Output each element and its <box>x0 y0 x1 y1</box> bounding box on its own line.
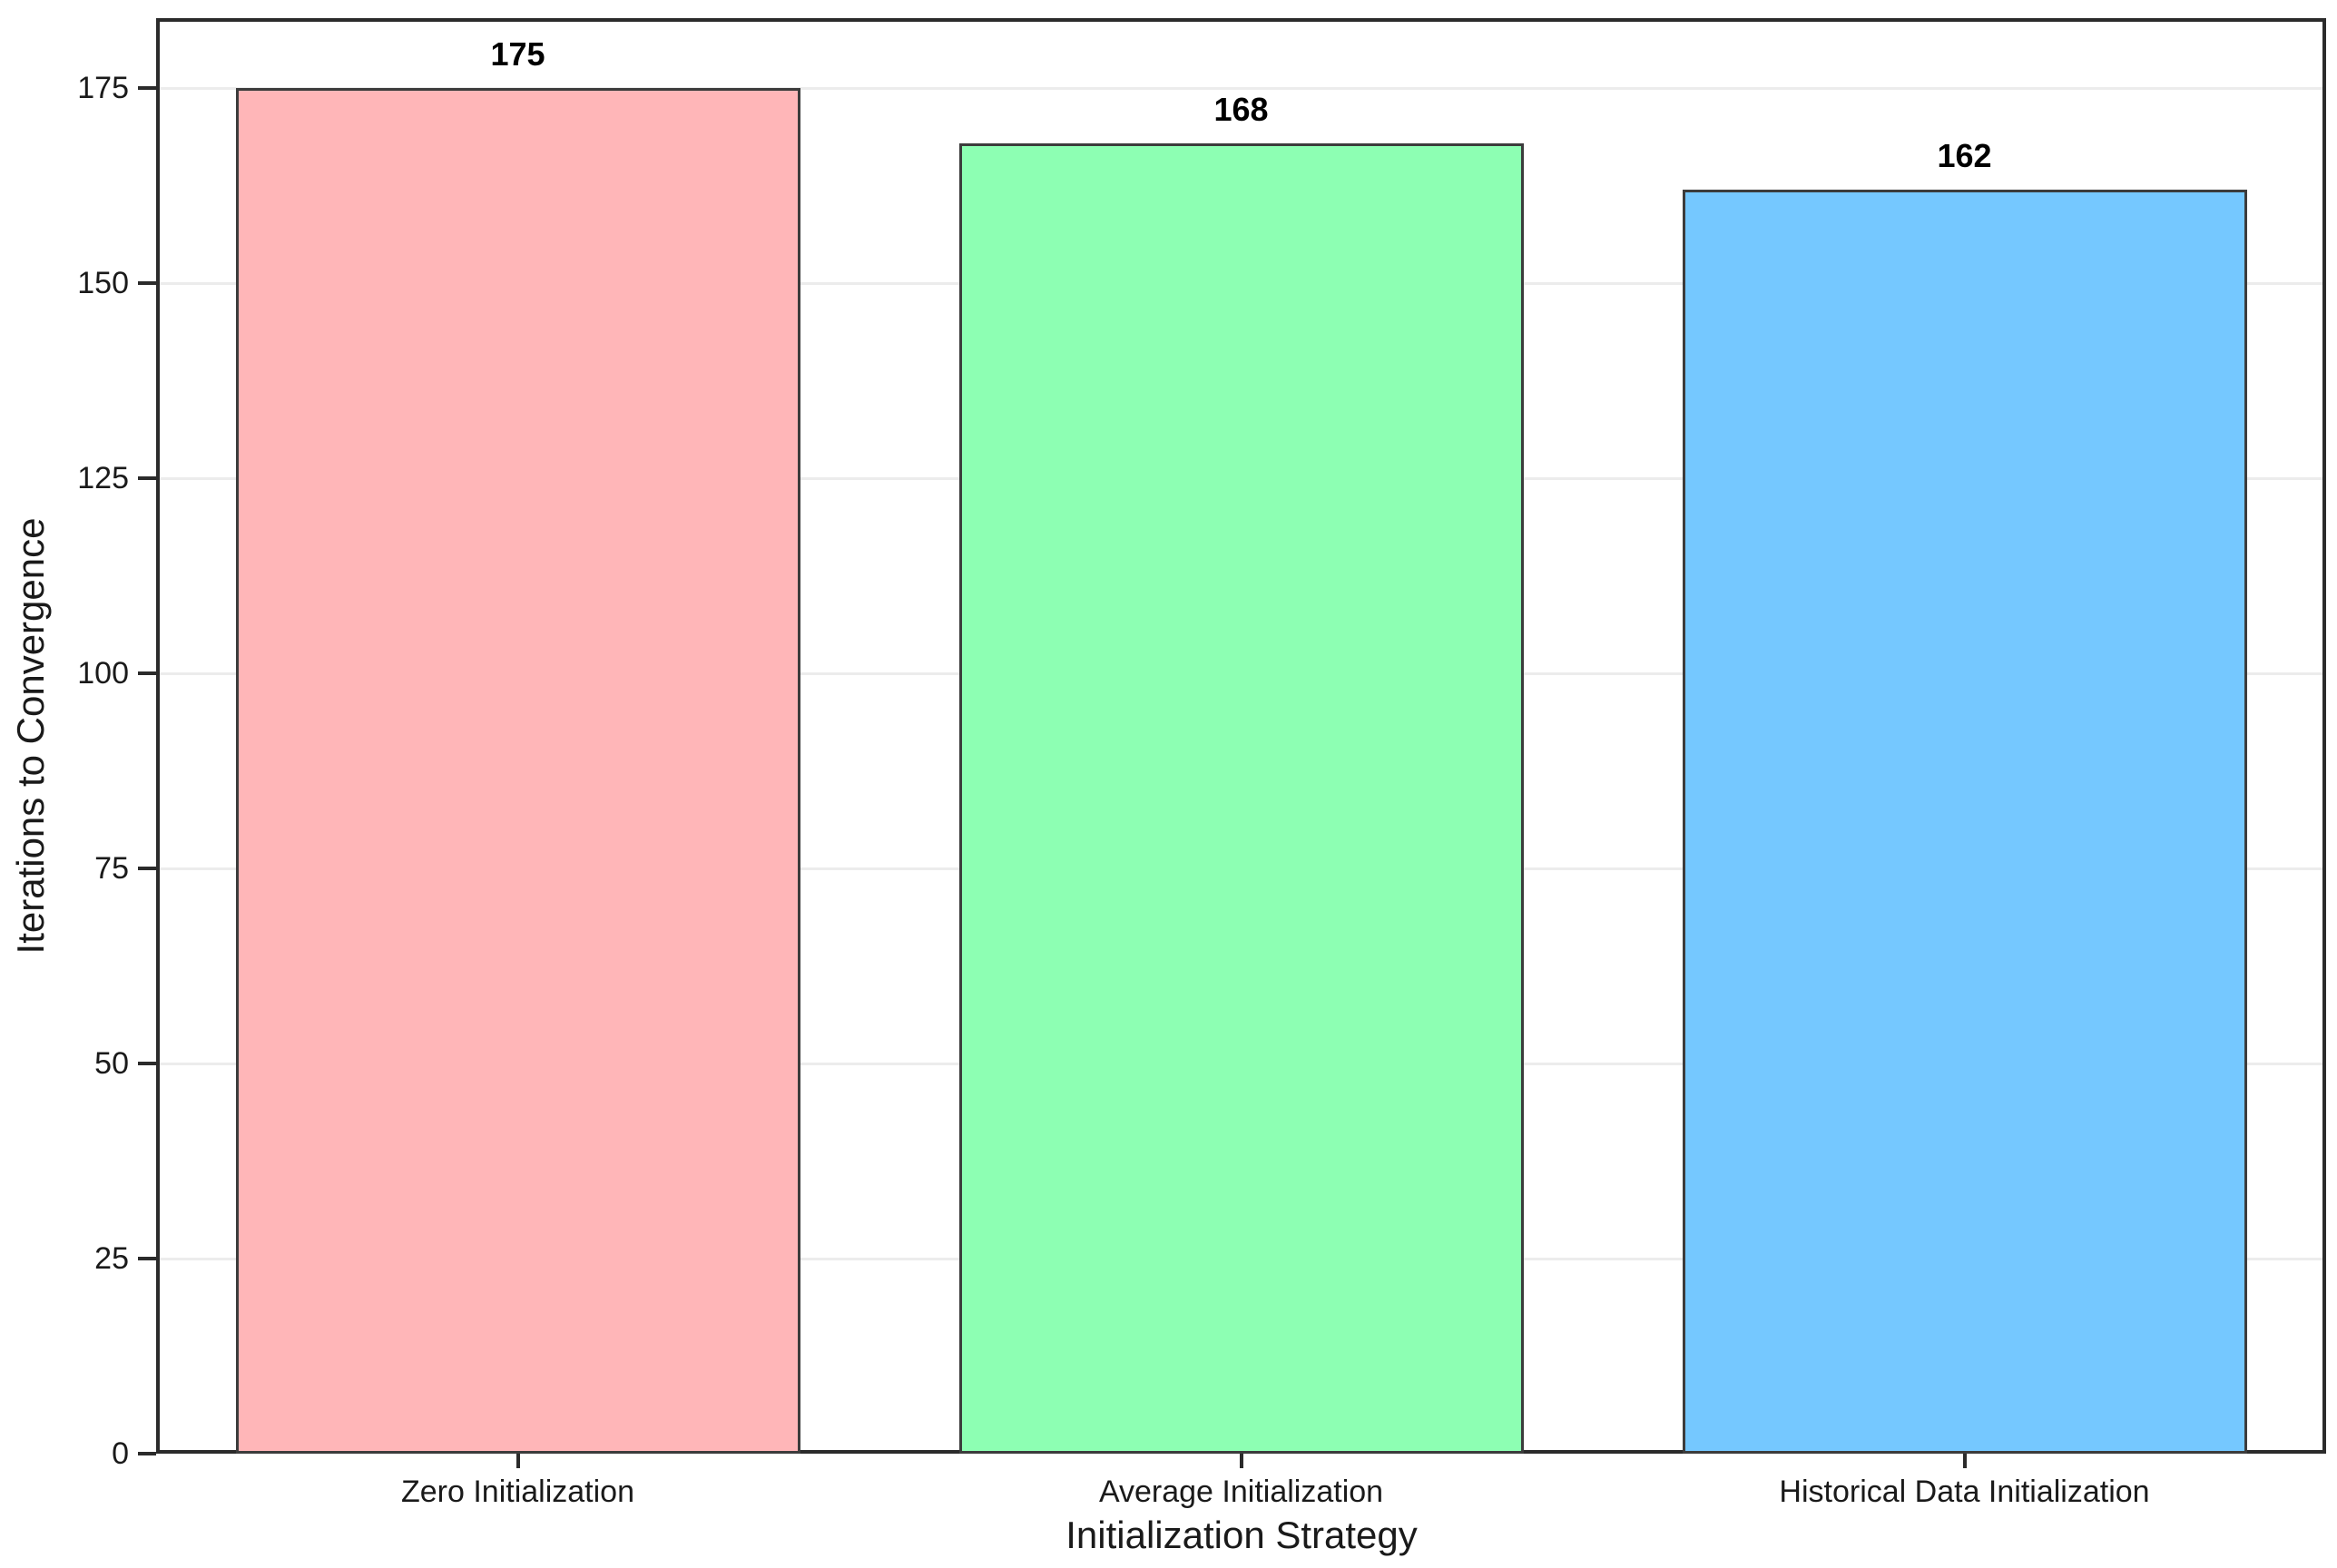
bar-value-label-average-initialization: 168 <box>1213 90 1269 128</box>
y-tick-mark-0 <box>138 1452 156 1455</box>
y-tick-mark-100 <box>138 671 156 676</box>
y-tick-label-75: 75 <box>94 851 129 887</box>
bar-average-initialization <box>958 142 1524 1454</box>
y-tick-mark-50 <box>138 1062 156 1066</box>
x-tick-mark-average-initialization <box>1239 1454 1243 1468</box>
y-tick-mark-75 <box>138 867 156 871</box>
y-tick-mark-150 <box>138 281 156 286</box>
y-tick-mark-25 <box>138 1257 156 1261</box>
y-axis-title: Iterations to Convergence <box>9 517 52 955</box>
y-tick-label-125: 125 <box>77 461 129 496</box>
bar-value-label-historical-data-initialization: 162 <box>1937 137 1992 175</box>
y-tick-label-100: 100 <box>77 656 129 691</box>
x-tick-mark-zero-initialization <box>516 1454 520 1468</box>
y-tick-label-150: 150 <box>77 266 129 301</box>
y-tick-label-25: 25 <box>94 1241 129 1277</box>
y-tick-mark-125 <box>138 476 156 481</box>
y-tick-mark-175 <box>138 86 156 91</box>
bar-value-label-zero-initialization: 175 <box>490 35 545 74</box>
gridline-y-175 <box>160 86 2322 90</box>
bar-historical-data-initialization <box>1682 190 2247 1454</box>
x-tick-mark-historical-data-initialization <box>1962 1454 1967 1468</box>
plot-area <box>156 18 2326 1454</box>
x-tick-label-average-initialization: Average Initialization <box>1098 1475 1384 1509</box>
y-tick-label-175: 175 <box>77 71 129 106</box>
y-tick-label-50: 50 <box>94 1046 129 1082</box>
bar-zero-initialization <box>235 88 800 1454</box>
x-tick-label-zero-initialization: Zero Initialization <box>400 1475 635 1509</box>
y-tick-label-0: 0 <box>112 1436 129 1471</box>
x-axis-title: Initialization Strategy <box>1065 1514 1418 1556</box>
x-tick-label-historical-data-initialization: Historical Data Initialization <box>1779 1475 2150 1509</box>
